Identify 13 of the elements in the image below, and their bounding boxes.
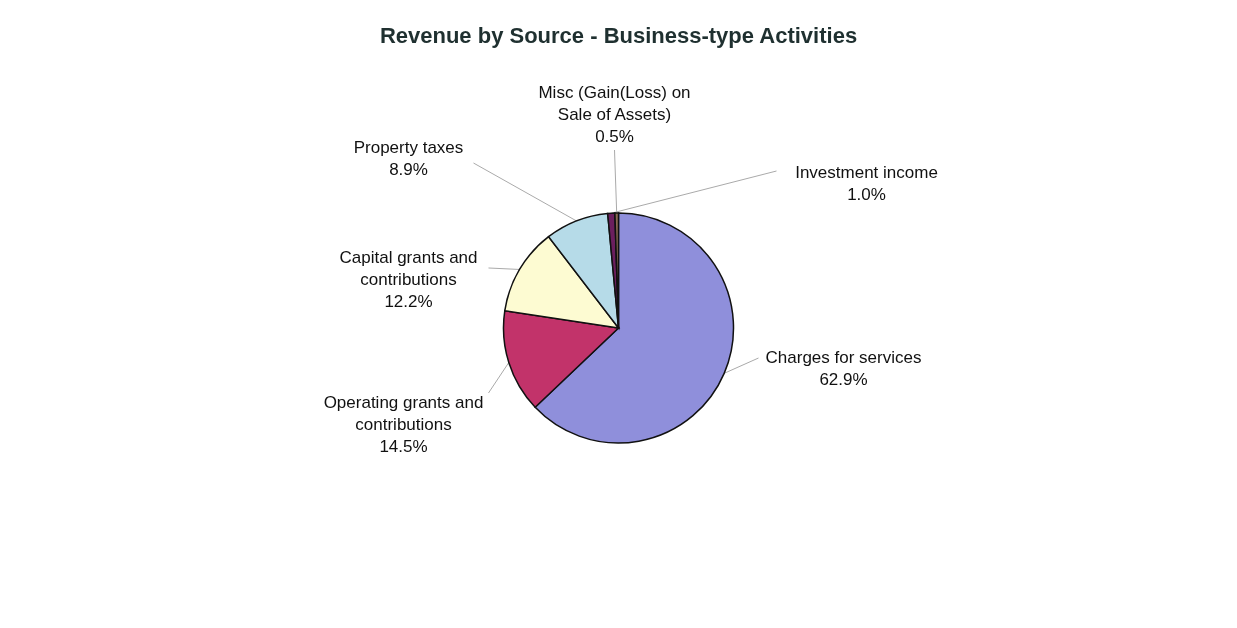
slice-label: Misc (Gain(Loss) on Sale of Assets)	[538, 83, 691, 124]
data-label: 12.2%	[384, 292, 433, 311]
data-label: 62.9%	[819, 370, 868, 389]
slice-label: Investment income	[795, 163, 938, 182]
data-label: 1.0%	[847, 185, 886, 204]
slice-label: Operating grants and contributions	[323, 393, 484, 434]
slice-label: Capital grants and contributions	[339, 248, 478, 289]
data-label: 8.9%	[389, 160, 428, 179]
slice-label: Charges for services	[765, 348, 922, 367]
chart-title: Revenue by Source - Business-type Activities	[379, 23, 858, 48]
data-label: 14.5%	[379, 437, 428, 456]
slice-label: Property taxes	[353, 138, 464, 157]
data-label: 0.5%	[595, 127, 634, 146]
